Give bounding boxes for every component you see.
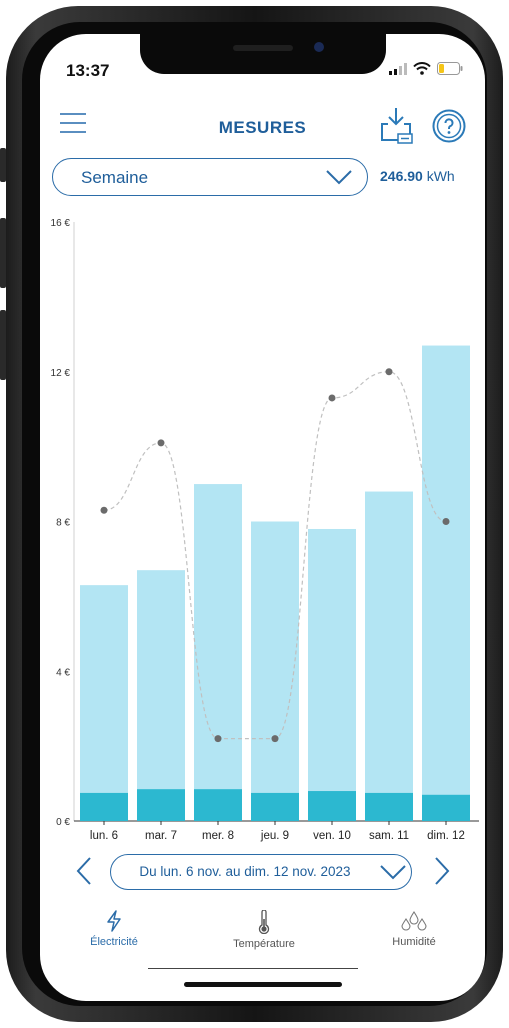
bar-base bbox=[194, 789, 242, 821]
period-selector-value: Semaine bbox=[81, 168, 149, 187]
y-tick-label: 8 € bbox=[56, 518, 70, 529]
notch bbox=[140, 34, 386, 74]
tab-underline bbox=[148, 968, 358, 969]
date-range-label: Du lun. 6 nov. au dim. 12 nov. 2023 bbox=[139, 864, 351, 879]
camera bbox=[314, 42, 324, 52]
bar bbox=[365, 491, 413, 821]
bar-base bbox=[80, 792, 128, 821]
tab-label: Température bbox=[233, 938, 295, 950]
home-indicator bbox=[184, 982, 342, 987]
drops-icon bbox=[401, 911, 427, 931]
bar bbox=[251, 521, 299, 821]
chevron-down-icon bbox=[326, 170, 352, 185]
y-tick-label: 12 € bbox=[51, 368, 71, 379]
app-header: MESURES bbox=[40, 104, 485, 150]
cost-point bbox=[100, 506, 108, 514]
consumption-chart: 0 € 4 € 8 € 12 € 16 € lun. 6 mar. 7 mer. 8 jeu. … bbox=[51, 218, 479, 842]
status-time: 13:37 bbox=[66, 61, 110, 80]
cost-point bbox=[214, 735, 222, 743]
battery-icon bbox=[437, 62, 463, 75]
download-icon[interactable] bbox=[378, 106, 414, 146]
total-unit: kWh bbox=[426, 168, 455, 184]
bar-base bbox=[251, 792, 299, 821]
help-icon[interactable] bbox=[432, 109, 466, 143]
x-tick-label: jeu. 9 bbox=[260, 830, 289, 842]
cost-point bbox=[385, 368, 393, 376]
x-tick-label: sam. 11 bbox=[369, 830, 409, 842]
total-consumption: 246.90 kWh bbox=[380, 168, 455, 184]
y-tick-label: 16 € bbox=[51, 218, 71, 229]
tab-humidite[interactable]: Humidité bbox=[354, 906, 474, 962]
date-range-selector[interactable]: Du lun. 6 nov. au dim. 12 nov. 2023 bbox=[110, 854, 412, 890]
bar bbox=[422, 345, 470, 821]
bar bbox=[194, 484, 242, 821]
tab-electricite[interactable]: Électricité bbox=[54, 906, 174, 962]
tab-label: Électricité bbox=[90, 936, 138, 948]
y-tick-label: 4 € bbox=[56, 667, 70, 678]
x-tick-label: mar. 7 bbox=[145, 830, 177, 842]
date-navigator: Du lun. 6 nov. au dim. 12 nov. 2023 bbox=[40, 844, 485, 896]
period-selector[interactable]: Semaine bbox=[52, 158, 368, 196]
total-value: 246.90 bbox=[380, 168, 423, 184]
bar bbox=[308, 528, 356, 821]
x-tick-label: lun. 6 bbox=[90, 830, 118, 842]
cost-point bbox=[442, 518, 450, 525]
cost-point bbox=[328, 394, 336, 402]
thermometer-icon bbox=[258, 910, 270, 934]
screen: 13:37 MESURES bbox=[40, 34, 485, 1001]
volume-up-button bbox=[0, 218, 6, 288]
bar-base bbox=[365, 792, 413, 821]
cost-line bbox=[103, 371, 447, 740]
page-title: MESURES bbox=[218, 118, 307, 137]
bar-base bbox=[137, 789, 185, 821]
signal-icon bbox=[389, 62, 407, 75]
bar-base bbox=[422, 794, 470, 821]
wifi-icon bbox=[413, 62, 431, 75]
y-tick-label: 0 € bbox=[56, 817, 70, 828]
bar-base bbox=[308, 791, 356, 821]
next-week-icon[interactable] bbox=[432, 856, 452, 886]
lightning-icon bbox=[107, 910, 121, 932]
bar bbox=[80, 585, 128, 821]
previous-week-icon[interactable] bbox=[74, 856, 94, 886]
x-tick-label: dim. 12 bbox=[427, 830, 465, 842]
bar bbox=[137, 570, 185, 821]
x-tick-label: ven. 10 bbox=[313, 830, 351, 842]
speaker bbox=[233, 45, 293, 51]
cost-point bbox=[157, 439, 165, 447]
x-tick-label: mer. 8 bbox=[202, 830, 234, 842]
tab-temperature[interactable]: Température bbox=[148, 906, 358, 969]
menu-icon[interactable] bbox=[60, 113, 86, 135]
tab-label: Humidité bbox=[392, 936, 436, 948]
mute-switch bbox=[0, 148, 6, 182]
bottom-tab-bar: Électricité Température Humidité bbox=[54, 906, 474, 969]
status-icons bbox=[389, 62, 463, 75]
chevron-down-icon bbox=[380, 865, 406, 880]
cost-point bbox=[271, 735, 279, 743]
volume-down-button bbox=[0, 310, 6, 380]
